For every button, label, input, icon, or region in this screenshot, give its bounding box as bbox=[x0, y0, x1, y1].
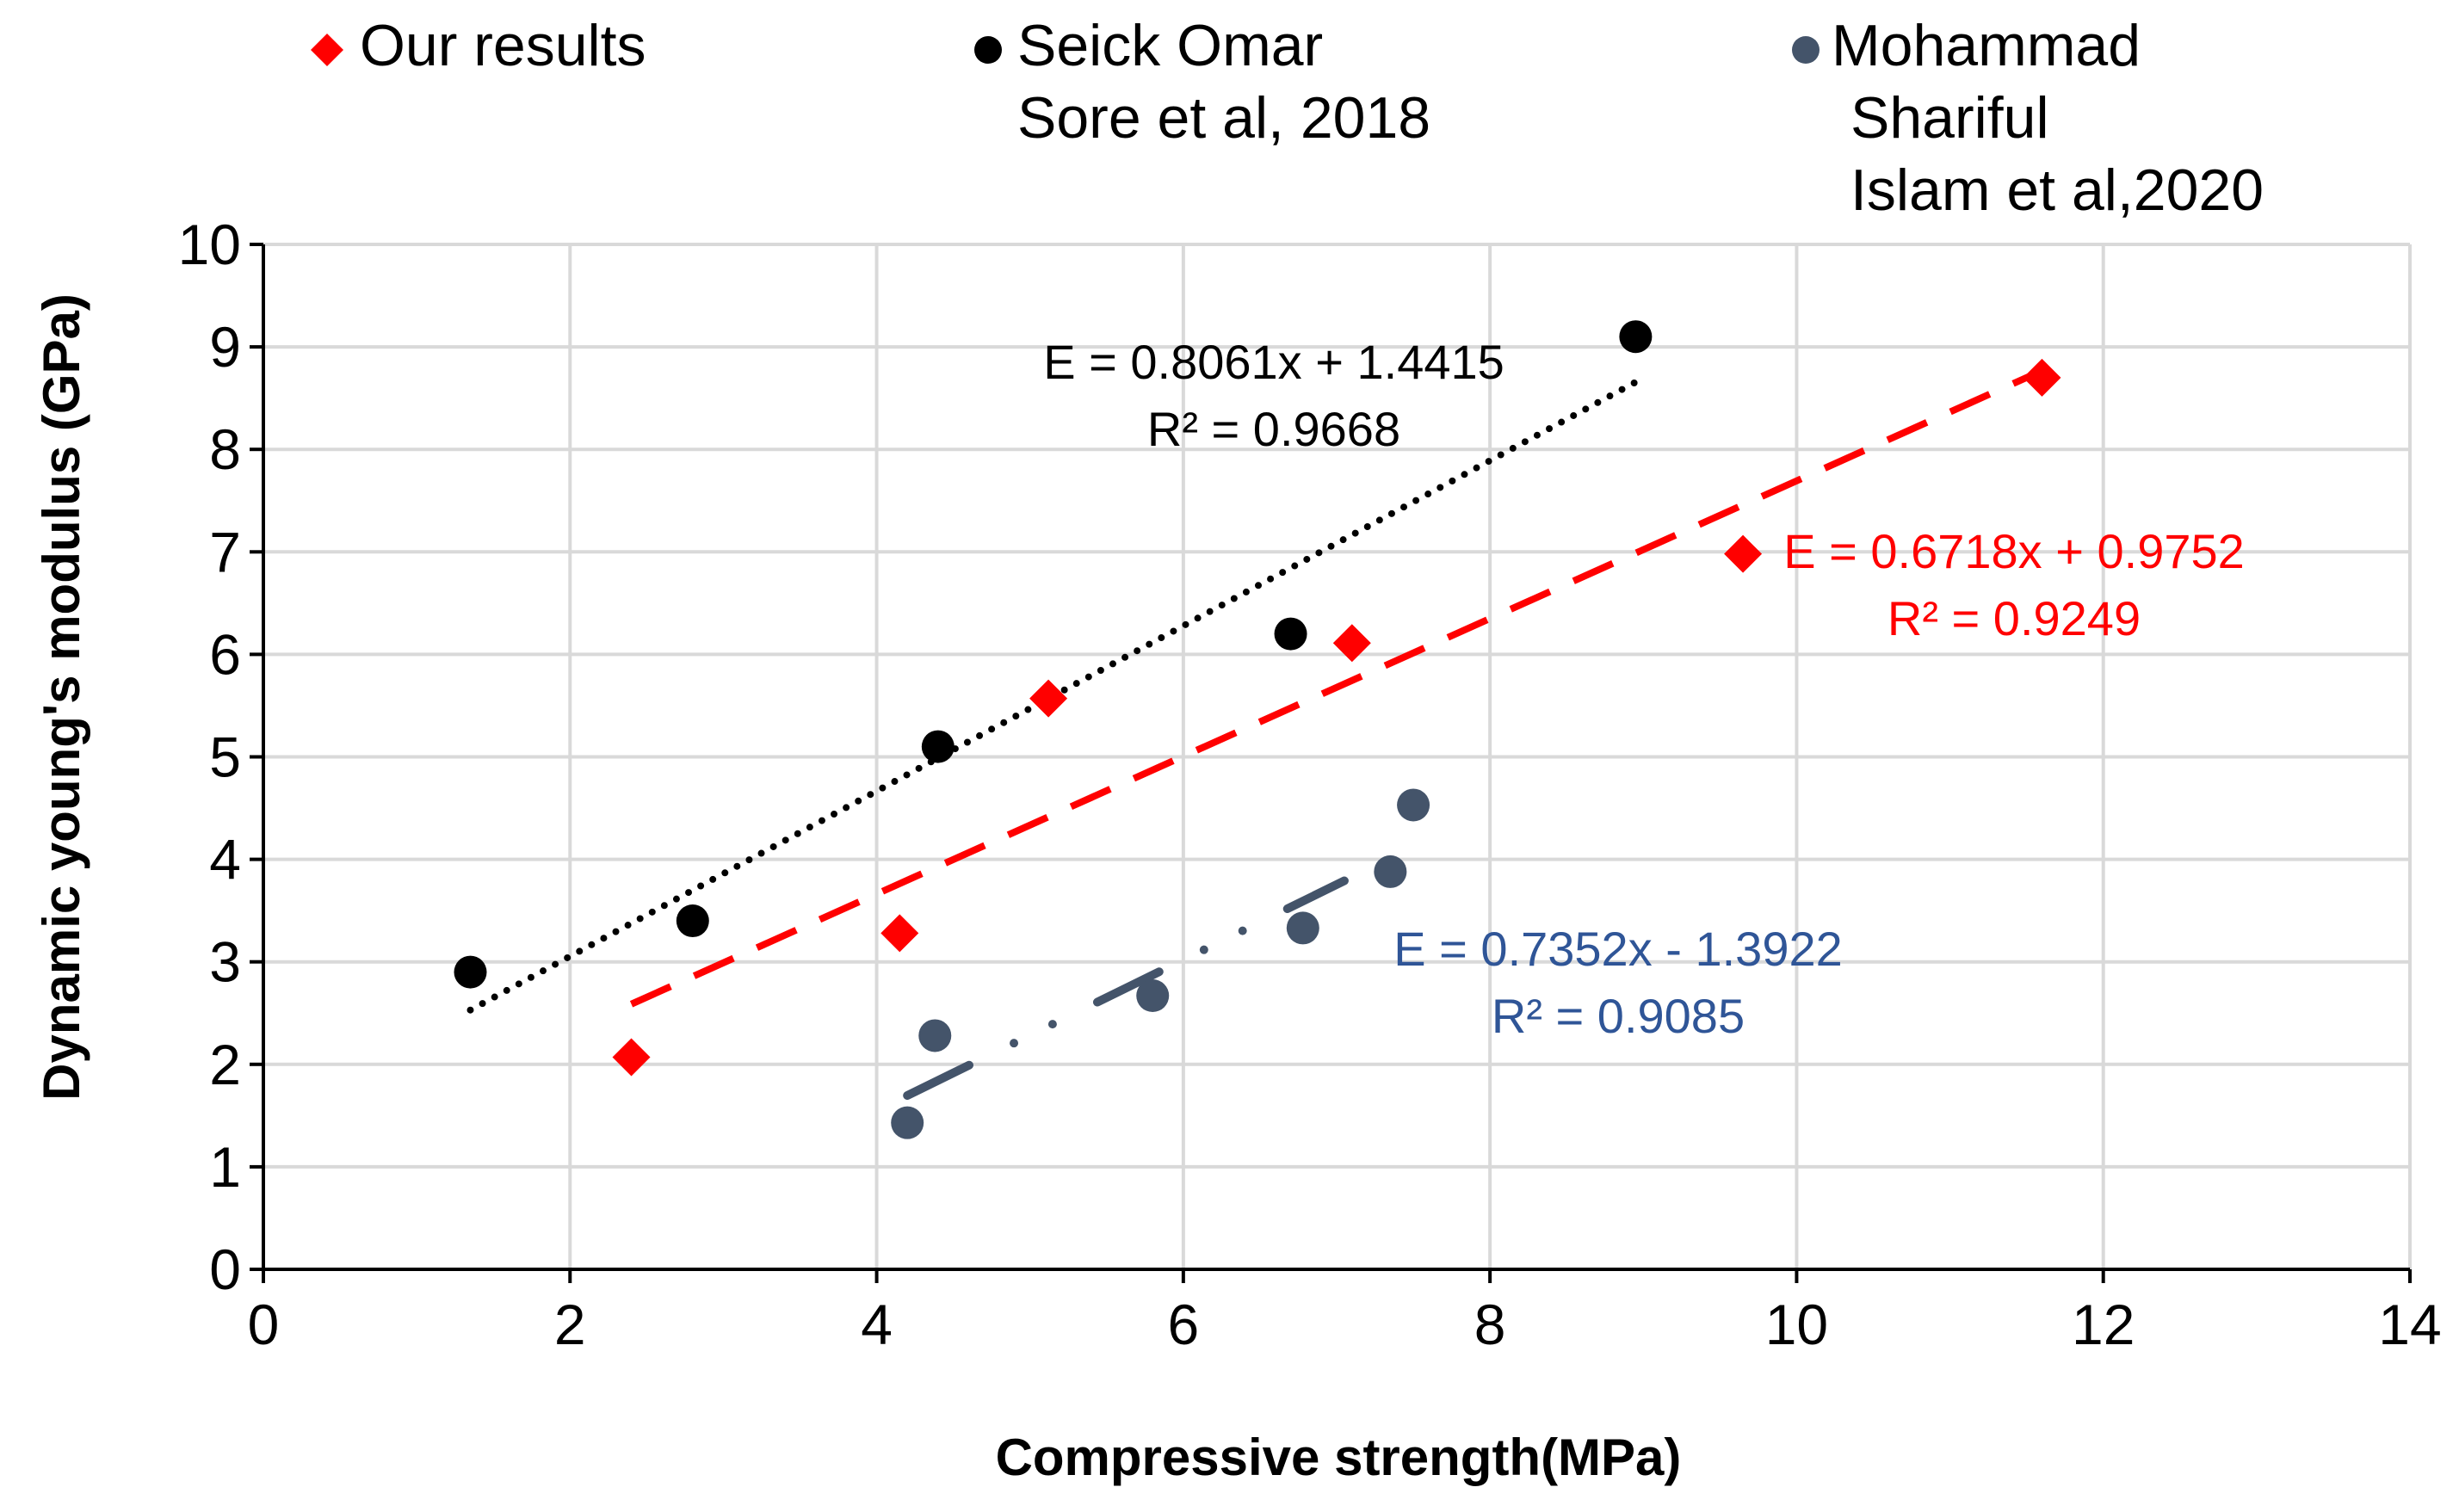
point-our-results bbox=[1029, 679, 1068, 718]
legend-label: Islam et al,2020 bbox=[1850, 157, 2264, 223]
grid-layer bbox=[263, 243, 2412, 1269]
points-layer bbox=[454, 320, 2061, 1139]
x-tick-label: 0 bbox=[248, 1293, 280, 1356]
point-sore-2018 bbox=[454, 955, 487, 989]
r-squared-islam-2020: R² = 0.9085 bbox=[1492, 989, 1745, 1043]
point-our-results bbox=[880, 914, 919, 953]
x-tick-label: 14 bbox=[2378, 1293, 2441, 1356]
axis-layer bbox=[250, 243, 2412, 1283]
x-tick-label: 2 bbox=[554, 1293, 586, 1356]
trendline-islam-2020 bbox=[903, 876, 1349, 1101]
legend-marker-our-results bbox=[311, 34, 343, 66]
legend-label: Our results bbox=[360, 13, 646, 78]
point-islam-2020 bbox=[1136, 979, 1170, 1013]
x-tick-label: 6 bbox=[1167, 1293, 1199, 1356]
point-our-results bbox=[2023, 358, 2061, 397]
point-our-results bbox=[1332, 624, 1371, 663]
y-tick-label: 9 bbox=[209, 315, 241, 379]
y-tick-label: 4 bbox=[209, 828, 241, 892]
equation-layer: E = 0.6718x + 0.9752 R² = 0.9249 E = 0.806… bbox=[1043, 335, 2245, 1043]
equation-islam-2020: E = 0.7352x - 1.3922 bbox=[1393, 922, 1843, 976]
legend-label: Shariful bbox=[1850, 85, 2049, 151]
trendline-layer bbox=[466, 367, 2044, 1101]
x-axis-title: Compressive strength(MPa) bbox=[996, 1429, 1682, 1486]
y-tick-label: 1 bbox=[209, 1135, 241, 1199]
point-islam-2020 bbox=[1374, 855, 1407, 888]
point-islam-2020 bbox=[1397, 788, 1430, 822]
point-sore-2018 bbox=[1274, 617, 1307, 651]
point-islam-2020 bbox=[1286, 911, 1319, 945]
y-tick-label: 5 bbox=[209, 725, 241, 789]
x-tick-label: 12 bbox=[2072, 1293, 2135, 1356]
equation-sore-2018: E = 0.8061x + 1.4415 bbox=[1043, 335, 1504, 389]
x-tick-label: 10 bbox=[1765, 1293, 1828, 1356]
point-islam-2020 bbox=[891, 1106, 924, 1139]
r-squared-sore-2018: R² = 0.9668 bbox=[1147, 402, 1400, 456]
y-tick-label: 8 bbox=[209, 417, 241, 481]
equation-our-results: E = 0.6718x + 0.9752 bbox=[1783, 524, 2245, 578]
y-tick-label: 3 bbox=[209, 930, 241, 994]
legend-item-our-results: Our results bbox=[311, 13, 646, 78]
point-sore-2018 bbox=[1619, 320, 1653, 354]
x-tick-label: 4 bbox=[861, 1293, 893, 1356]
point-our-results bbox=[1724, 534, 1763, 573]
legend-label: Seick Omar bbox=[1017, 13, 1323, 78]
point-our-results bbox=[612, 1038, 651, 1077]
y-tick-label: 10 bbox=[178, 213, 241, 276]
y-tick-label: 2 bbox=[209, 1033, 241, 1096]
y-axis-title: Dynamic young's modulus (GPa) bbox=[33, 293, 90, 1101]
y-tick-label: 6 bbox=[209, 622, 241, 686]
legend-item-sore-2018: Seick Omar Sore et al, 2018 bbox=[974, 13, 1430, 151]
legend-label: Mohammad bbox=[1832, 13, 2141, 78]
y-tick-label: 7 bbox=[209, 520, 241, 583]
legend-marker-sore-2018 bbox=[974, 36, 1002, 64]
legend: Our results Seick Omar Sore et al, 2018 Moh… bbox=[311, 13, 2264, 223]
point-sore-2018 bbox=[676, 904, 709, 938]
point-sore-2018 bbox=[921, 730, 955, 763]
legend-marker-islam-2020 bbox=[1792, 36, 1820, 64]
r-squared-our-results: R² = 0.9249 bbox=[1887, 591, 2141, 645]
trendline-our-results bbox=[629, 367, 2044, 1008]
legend-label: Sore et al, 2018 bbox=[1017, 85, 1430, 151]
point-islam-2020 bbox=[918, 1019, 952, 1052]
x-tick-label: 8 bbox=[1474, 1293, 1506, 1356]
y-tick-label: 0 bbox=[209, 1237, 241, 1301]
